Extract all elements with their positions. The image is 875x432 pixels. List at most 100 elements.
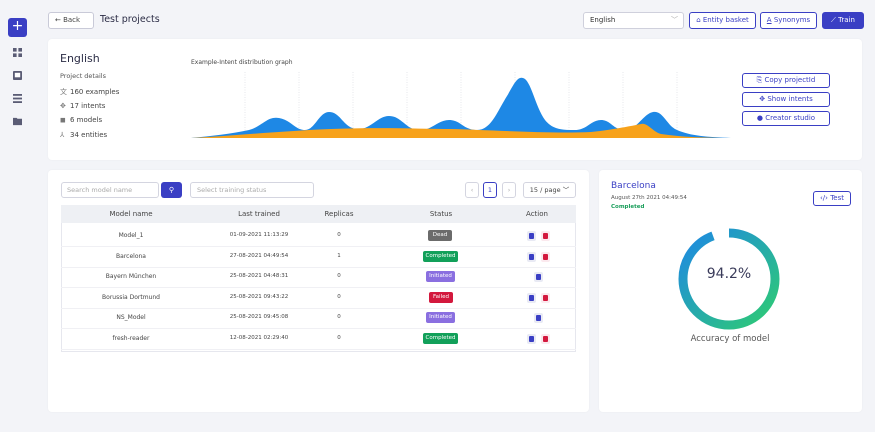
status-badge: Initiated: [426, 312, 455, 323]
creator-studio-button[interactable]: ● Creator studio: [742, 111, 830, 126]
last-trained-cell: 25-08-2021 04:48:31: [229, 273, 289, 279]
shield-icon: [536, 315, 541, 321]
selected-model-date: August 27th 2021 04:49:54: [611, 195, 687, 201]
list-icon[interactable]: [13, 94, 22, 103]
copy-project-id-button[interactable]: ⎘ Copy projectId: [742, 73, 830, 88]
model-name-cell: NS_Model: [116, 314, 146, 321]
show-intents-label: Show intents: [767, 95, 813, 103]
status-badge: Completed: [423, 332, 458, 344]
table-row[interactable]: Model_1 01-09-2021 11:13:29 0 Dead: [61, 226, 576, 247]
download-button[interactable]: [534, 313, 543, 323]
train-button[interactable]: ⟋ Train: [822, 12, 864, 29]
last-trained-cell: 12-08-2021 02:29:40: [229, 334, 289, 341]
last-trained-cell: 25-08-2021 09:43:22: [229, 293, 289, 300]
language-value: English: [590, 16, 616, 24]
bulb-icon: ●: [756, 114, 764, 122]
column-header: Last trained: [238, 210, 280, 218]
left-rail: +: [0, 0, 36, 432]
last-trained-cell: 25-08-2021 09:45:08: [229, 314, 289, 320]
shield-icon: [529, 335, 534, 342]
status-badge: Dead: [428, 230, 452, 241]
download-button[interactable]: [527, 333, 536, 344]
search-button[interactable]: ⚲: [161, 182, 182, 198]
accuracy-arc: [678, 228, 780, 330]
accuracy-value: 94.2%: [706, 266, 752, 282]
copy-id-label: Copy projectId: [764, 76, 816, 84]
add-icon[interactable]: +: [8, 18, 27, 37]
trash-icon: [543, 233, 548, 239]
entity-basket-label: Entity basket: [702, 16, 749, 24]
models-stat: ◼ 6 models: [60, 116, 102, 124]
cube-icon: ◼: [60, 116, 66, 124]
chevron-left-icon: ‹: [470, 186, 474, 194]
table-row[interactable]: Barcelona 27-08-2021 04:49:54 1 Completed: [61, 247, 576, 268]
intents-count: 17 intents: [70, 102, 106, 110]
search-input[interactable]: Search model name: [61, 182, 159, 198]
column-header: Status: [429, 210, 453, 218]
table-row[interactable]: fresh-reader 12-08-2021 02:29:40 0 Complete…: [61, 329, 576, 350]
page-size-select[interactable]: 15 / page ﹀: [523, 182, 576, 198]
download-button[interactable]: [527, 251, 536, 262]
accuracy-card: [599, 170, 862, 412]
graph-title: Example-Intent distribution graph: [191, 59, 293, 66]
back-button[interactable]: ← Back: [48, 12, 94, 29]
model-name-cell: Barcelona: [116, 252, 146, 260]
translate-icon: 文: [60, 88, 67, 96]
entities-stat: ⅄ 34 entities: [60, 131, 107, 139]
replicas-cell: 0: [337, 314, 341, 320]
prev-page-button[interactable]: ‹: [465, 182, 479, 198]
last-trained-cell: 01-09-2021 11:13:29: [229, 232, 289, 238]
intents-stat: ✥ 17 intents: [60, 102, 105, 110]
grid-icon[interactable]: [13, 48, 22, 57]
synonyms-button[interactable]: A Synonyms: [760, 12, 817, 29]
table-row[interactable]: Borussia Dortmund 25-08-2021 09:43:22 0 Fai…: [61, 288, 576, 309]
shield-icon: [536, 274, 541, 280]
show-intents-button[interactable]: ✥ Show intents: [742, 92, 830, 107]
examples-count: 160 examples: [70, 88, 120, 96]
copy-icon: ⎘: [756, 76, 763, 84]
language-select[interactable]: English ﹀: [583, 12, 684, 29]
trash-icon: [543, 294, 548, 301]
download-button[interactable]: [527, 292, 536, 303]
download-button[interactable]: [527, 231, 536, 241]
delete-button[interactable]: [541, 251, 550, 262]
test-button[interactable]: ‹/› Test: [813, 191, 851, 206]
move-icon: ✥: [759, 95, 766, 103]
status-badge: Initiated: [426, 271, 455, 282]
project-card: [48, 39, 862, 160]
back-label: Back: [63, 16, 81, 24]
column-header: Model name: [109, 210, 153, 218]
table-row[interactable]: NS_Model 25-08-2021 09:45:08 0 Initiated: [61, 308, 576, 329]
examples-stat: 文 160 examples: [60, 87, 119, 97]
shield-icon: [529, 253, 534, 260]
column-header: Replicas: [324, 210, 354, 218]
shield-icon: [529, 294, 534, 301]
train-label: Train: [838, 16, 855, 24]
folder-icon[interactable]: [13, 117, 22, 126]
intents-area: [191, 123, 731, 138]
current-page[interactable]: 1: [483, 182, 497, 198]
table-row[interactable]: Bayern München 25-08-2021 04:48:31 0 Initia…: [61, 267, 576, 288]
download-button[interactable]: [534, 272, 543, 282]
training-status-select[interactable]: Select training status: [190, 182, 314, 198]
column-header: Action: [526, 210, 548, 218]
entity-icon: ⅄: [60, 131, 65, 139]
accuracy-donut: [678, 228, 780, 330]
delete-button[interactable]: [541, 231, 550, 241]
code-icon: ‹/›: [820, 194, 828, 202]
trash-icon: [543, 335, 548, 342]
move-icon: ✥: [60, 102, 66, 110]
project-details-label: Project details: [60, 72, 106, 80]
synonyms-label: Synonyms: [773, 16, 811, 24]
replicas-cell: 0: [337, 293, 341, 300]
entity-basket-button[interactable]: ⌂ Entity basket: [689, 12, 756, 29]
trash-icon: [543, 253, 548, 260]
delete-button[interactable]: [541, 292, 550, 303]
test-label: Test: [830, 194, 844, 202]
page-title: Test projects: [100, 14, 160, 25]
project-language: English: [60, 52, 100, 65]
image-icon[interactable]: [13, 71, 22, 80]
last-trained-cell: 27-08-2021 04:49:54: [229, 252, 289, 259]
next-page-button[interactable]: ›: [502, 182, 516, 198]
delete-button[interactable]: [541, 333, 550, 344]
